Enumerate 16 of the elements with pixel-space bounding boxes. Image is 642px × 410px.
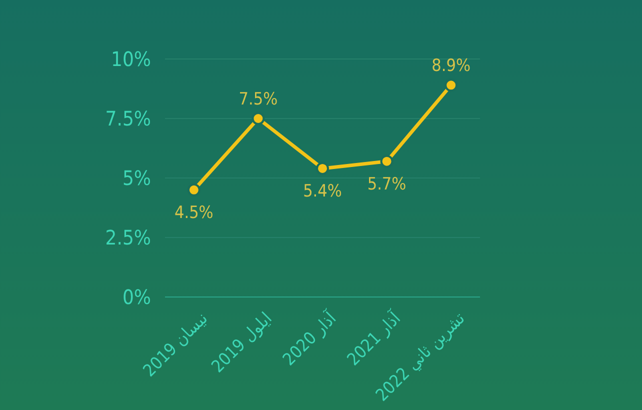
data-label: 5.7%	[367, 174, 406, 194]
point	[380, 154, 394, 168]
point	[444, 78, 458, 92]
y-tick-label: 7.5%	[105, 106, 151, 130]
x-tick-label: آذار 2020	[278, 308, 341, 370]
point	[252, 112, 265, 125]
data-label: 8.9%	[432, 56, 470, 76]
y-tick-label: 10%	[111, 47, 151, 71]
y-tick-label: 0%	[122, 285, 151, 309]
data-label: 7.5%	[238, 90, 278, 110]
data-label: 4.5%	[174, 202, 214, 223]
data-label: 5.4%	[303, 181, 342, 202]
y-tick-label: 5%	[122, 166, 151, 190]
point	[187, 183, 200, 196]
y-tick-label: 2.5%	[105, 226, 151, 250]
point	[316, 162, 329, 175]
